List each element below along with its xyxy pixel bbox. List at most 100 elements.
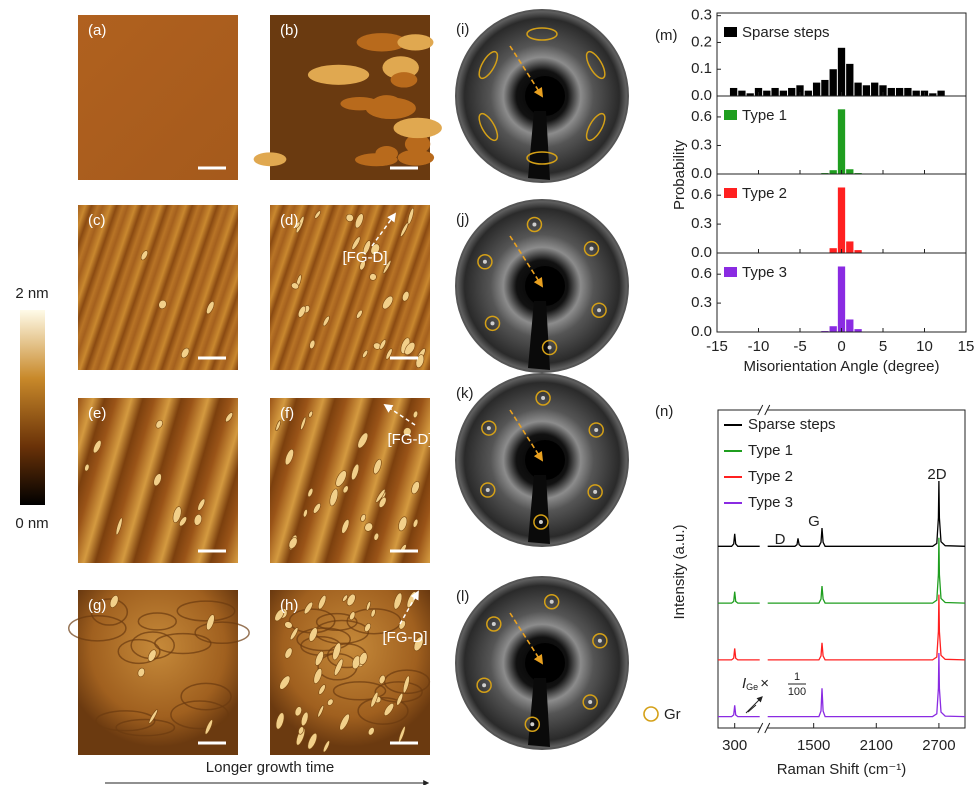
leed-label: (i) xyxy=(456,21,469,38)
x-tick-label: 2700 xyxy=(922,737,955,754)
legend-label: Type 1 xyxy=(748,442,793,459)
leed-spot xyxy=(530,722,534,726)
terrace xyxy=(340,97,379,110)
panel-label: (n) xyxy=(655,403,673,420)
y-tick-label: 0.0 xyxy=(691,244,712,261)
spectrum-line xyxy=(718,481,965,546)
x-axis-title: Raman Shift (cm⁻¹) xyxy=(777,761,907,778)
legend-swatch xyxy=(724,188,737,198)
bar xyxy=(854,83,861,96)
peak-label: G xyxy=(808,513,820,530)
bar xyxy=(813,83,820,96)
bar xyxy=(805,91,812,96)
x-tick-label: 2100 xyxy=(860,737,893,754)
legend-label: Type 2 xyxy=(742,185,787,202)
bar xyxy=(771,88,778,96)
bar xyxy=(846,319,853,332)
panel-label: (m) xyxy=(655,27,678,44)
x-tick-label: -10 xyxy=(748,338,770,355)
terrace xyxy=(397,34,433,50)
afm-label: (c) xyxy=(88,212,106,229)
bar xyxy=(937,91,944,96)
leed-spot xyxy=(598,639,602,643)
x-tick-label: 0 xyxy=(837,338,845,355)
legend-label: Type 3 xyxy=(742,264,787,281)
legend-label: Type 2 xyxy=(748,468,793,485)
bar xyxy=(830,170,837,174)
legend-label: Sparse steps xyxy=(742,24,830,41)
terrace xyxy=(394,118,442,138)
ge-note: IGe× xyxy=(742,675,769,692)
leed-spot xyxy=(548,346,552,350)
leed-label: (j) xyxy=(456,211,469,228)
afm-label: (a) xyxy=(88,22,106,39)
x-tick-label: 1500 xyxy=(797,737,830,754)
afm-label: (d) xyxy=(280,212,298,229)
leed-spot xyxy=(539,520,543,524)
x-tick-label: 300 xyxy=(722,737,747,754)
leed-spot xyxy=(532,222,536,226)
ge-denominator: 100 xyxy=(788,686,806,698)
x-tick-label: 15 xyxy=(958,338,975,355)
legend-swatch xyxy=(724,267,737,277)
afm-label: (b) xyxy=(280,22,298,39)
bar xyxy=(838,48,845,96)
leed-spot xyxy=(550,600,554,604)
colorbar xyxy=(20,310,45,505)
peak-label: 2D xyxy=(927,466,946,483)
figure: (a)(b)(c)(d)(e)(f)(g)(h)[FG-D][FG-D][FG-… xyxy=(0,0,975,785)
leed-gun xyxy=(525,266,565,306)
x-tick-label: -5 xyxy=(793,338,806,355)
gr-legend-label: Gr xyxy=(664,706,681,723)
fg-label: [FG-D] xyxy=(388,431,433,448)
y-tick-label: 0.1 xyxy=(691,60,712,77)
ge-arrow xyxy=(748,705,756,712)
y-tick-label: 0.3 xyxy=(691,215,712,232)
bar xyxy=(896,88,903,96)
bar xyxy=(788,88,795,96)
leed-spot xyxy=(486,488,490,492)
terrace xyxy=(254,152,287,166)
bar xyxy=(830,69,837,96)
terrace xyxy=(308,65,369,85)
leed-spot xyxy=(492,622,496,626)
afm-label: (h) xyxy=(280,597,298,614)
bar xyxy=(821,80,828,96)
leed-spot xyxy=(594,428,598,432)
ge-arrow-head xyxy=(746,697,762,713)
leed-label: (l) xyxy=(456,588,469,605)
ge-subscript: Ge xyxy=(746,682,758,692)
leed-gun xyxy=(525,76,565,116)
bar xyxy=(830,326,837,332)
leed-spot xyxy=(588,700,592,704)
bar xyxy=(830,248,837,253)
legend-label: Type 1 xyxy=(742,107,787,124)
bar xyxy=(904,88,911,96)
bar xyxy=(838,187,845,253)
ge-times: × xyxy=(760,675,769,692)
leed-spot xyxy=(490,321,494,325)
bar xyxy=(846,169,853,174)
bar xyxy=(730,88,737,96)
spectrum-line xyxy=(718,538,965,603)
leed-patterns: (i)(j)(k)(l) xyxy=(456,10,628,749)
x-axis-title: Misorientation Angle (degree) xyxy=(744,358,940,375)
x-tick-label: -15 xyxy=(706,338,728,355)
fg-label: [FG-D] xyxy=(343,249,388,266)
bar xyxy=(871,83,878,96)
bar xyxy=(738,91,745,96)
legend-label: Sparse steps xyxy=(748,416,836,433)
x-tick-label: 5 xyxy=(879,338,887,355)
leed-spot xyxy=(593,490,597,494)
leed-gun xyxy=(525,643,565,683)
bar xyxy=(780,91,787,96)
terrace xyxy=(355,153,398,166)
fg-label: [FG-D] xyxy=(383,629,428,646)
colorbar-max: 2 nm xyxy=(15,285,48,302)
bar xyxy=(913,91,920,96)
leed-spot xyxy=(597,308,601,312)
afm-label: (f) xyxy=(280,405,294,422)
bar xyxy=(763,91,770,96)
bar xyxy=(838,266,845,332)
ge-numerator: 1 xyxy=(794,671,800,683)
